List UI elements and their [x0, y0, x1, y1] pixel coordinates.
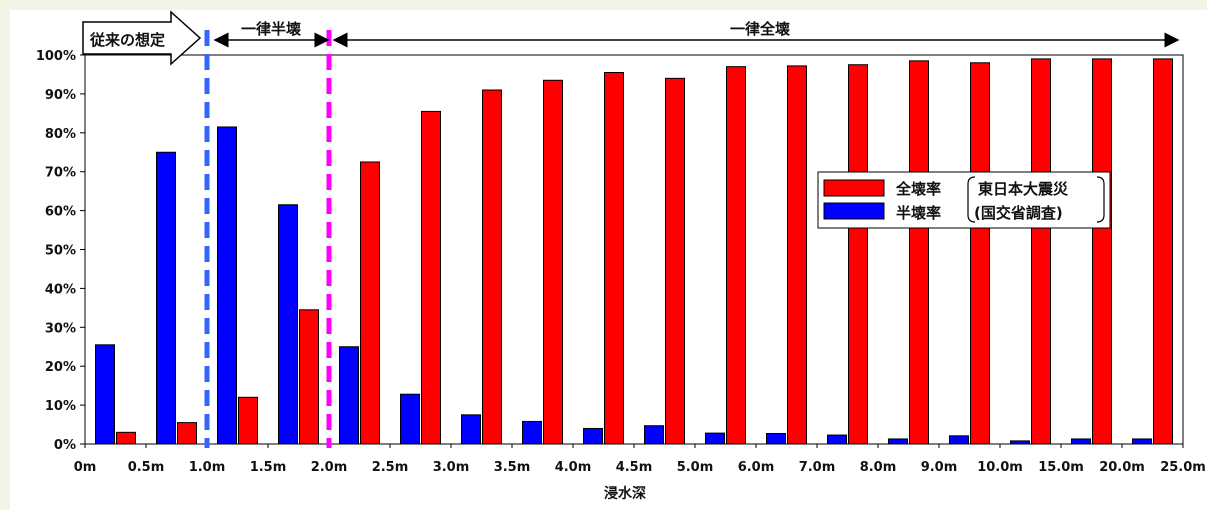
- fully-destroyed-label: 一律全壊: [730, 20, 790, 38]
- y-tick-label: 100%: [36, 49, 76, 64]
- y-tick-label: 70%: [45, 166, 76, 181]
- bar-half-destroyed: [644, 425, 664, 445]
- bar-fully-destroyed: [665, 77, 685, 445]
- bar-half-destroyed: [1071, 438, 1091, 445]
- x-tick-label: 3.5m: [494, 460, 531, 475]
- bar-fully-destroyed: [360, 161, 380, 445]
- x-tick-label: 5.0m: [677, 460, 714, 475]
- half-destroyed-label: 一律半壊: [241, 20, 301, 38]
- y-tick-label: 20%: [45, 360, 76, 375]
- half-destroyed-range: 一律半壊: [213, 20, 330, 48]
- x-tick-label: 25.0m: [1160, 460, 1206, 475]
- y-tick-label: 0%: [54, 438, 76, 453]
- x-tick-label: 20.0m: [1099, 460, 1145, 475]
- legend-swatch-full: [823, 179, 885, 197]
- bar-half-destroyed: [461, 414, 481, 445]
- bar-half-destroyed: [766, 432, 786, 445]
- bar-fully-destroyed: [787, 65, 807, 445]
- bar-fully-destroyed: [238, 396, 258, 445]
- bar-half-destroyed: [156, 151, 176, 445]
- y-tick-label: 50%: [45, 244, 76, 259]
- x-tick-label: 2.0m: [311, 460, 348, 475]
- bar-fully-destroyed: [116, 431, 136, 445]
- x-tick-label: 1.5m: [250, 460, 287, 475]
- conventional-arrow: 従来の想定: [82, 10, 202, 66]
- y-tick-label: 60%: [45, 205, 76, 220]
- fully-destroyed-range: 一律全壊: [332, 20, 1180, 48]
- x-tick-label: 1.0m: [189, 460, 226, 475]
- bar-half-destroyed: [339, 346, 359, 445]
- bar-half-destroyed: [95, 344, 115, 445]
- x-tick-label: 9.0m: [921, 460, 958, 475]
- x-tick-label: 10.0m: [977, 460, 1023, 475]
- legend-bracket-left: [967, 176, 976, 223]
- bar-fully-destroyed: [909, 60, 929, 445]
- x-axis-title: 浸水深: [604, 485, 646, 502]
- x-tick-label: 2.5m: [372, 460, 409, 475]
- legend: 全壊率 半壊率 東日本大震災 (国交省調査): [817, 171, 1111, 229]
- bar-fully-destroyed: [1092, 58, 1112, 445]
- bar-half-destroyed: [888, 438, 908, 445]
- x-tick-label: 3.0m: [433, 460, 470, 475]
- y-tick-label: 80%: [45, 127, 76, 142]
- bar-fully-destroyed: [177, 422, 197, 445]
- x-tick-label: 7.0m: [799, 460, 836, 475]
- legend-label-half: 半壊率: [896, 204, 941, 222]
- bar-fully-destroyed: [848, 64, 868, 445]
- bar-fully-destroyed: [604, 72, 624, 445]
- y-tick-label: 40%: [45, 282, 76, 297]
- legend-source-line1: 東日本大震災: [978, 180, 1069, 198]
- bar-half-destroyed: [217, 126, 237, 445]
- bar-half-destroyed: [1132, 438, 1152, 445]
- bar-fully-destroyed: [482, 89, 502, 445]
- bar-fully-destroyed: [1031, 58, 1051, 445]
- x-tick-label: 4.0m: [555, 460, 592, 475]
- x-tick-label: 15.0m: [1038, 460, 1084, 475]
- bar-half-destroyed: [583, 427, 603, 445]
- bar-fully-destroyed: [299, 309, 319, 445]
- legend-bracket-right: [1096, 176, 1105, 223]
- legend-label-full: 全壊率: [895, 180, 941, 198]
- bar-half-destroyed: [278, 204, 298, 445]
- x-tick-label: 8.0m: [860, 460, 897, 475]
- bar-fully-destroyed: [726, 66, 746, 445]
- frame-border-left: [0, 0, 10, 510]
- bar-half-destroyed: [705, 432, 725, 445]
- x-tick-label: 6.0m: [738, 460, 775, 475]
- bar-half-destroyed: [949, 435, 969, 445]
- frame-border-top: [0, 0, 1207, 10]
- x-tick-label: 0m: [74, 460, 97, 475]
- legend-swatch-half: [823, 202, 885, 220]
- plot-area: [84, 54, 1184, 445]
- bar-fully-destroyed: [421, 110, 441, 445]
- legend-source-line2: (国交省調査): [974, 204, 1063, 222]
- bar-half-destroyed: [522, 420, 542, 445]
- bar-fully-destroyed: [543, 79, 563, 445]
- bar-fully-destroyed: [970, 62, 990, 445]
- x-tick-label: 4.5m: [616, 460, 653, 475]
- bar-fully-destroyed: [1153, 58, 1173, 445]
- y-tick-label: 30%: [45, 321, 76, 336]
- x-tick-label: 0.5m: [128, 460, 165, 475]
- bar-half-destroyed: [827, 434, 847, 445]
- y-tick-label: 10%: [45, 399, 76, 414]
- conventional-label: 従来の想定: [89, 31, 165, 49]
- bar-half-destroyed: [400, 393, 420, 445]
- y-tick-label: 90%: [45, 88, 76, 103]
